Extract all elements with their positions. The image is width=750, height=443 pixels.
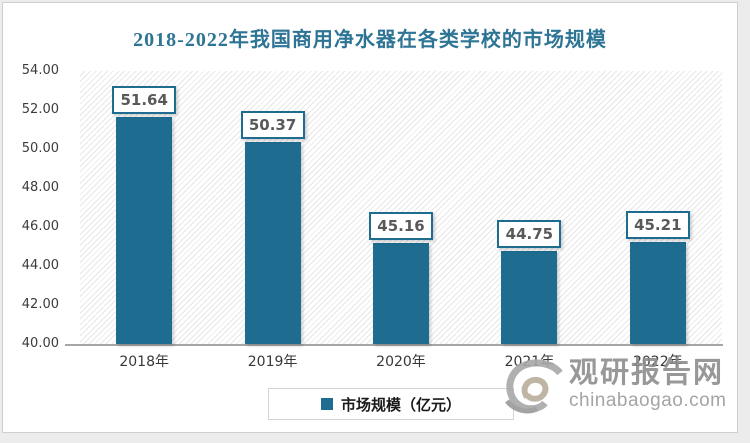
- legend: 市场规模（亿元）: [268, 388, 514, 420]
- bar: [501, 251, 558, 344]
- value-label: 51.64: [112, 86, 177, 115]
- value-label: 50.37: [240, 110, 305, 139]
- y-tick-label: 40.00: [21, 336, 59, 351]
- y-tick-label: 54.00: [21, 63, 59, 78]
- bar: [629, 242, 686, 344]
- x-tick-label: 2020年: [376, 354, 426, 370]
- x-tick-label: 2019年: [247, 354, 298, 370]
- bar: [116, 117, 173, 344]
- chart-card: 2018-2022年我国商用净水器在各类学校的市场规模 54.00 52.00 50…: [2, 2, 738, 433]
- x-axis-line: [65, 344, 723, 346]
- y-tick-label: 52.00: [21, 102, 59, 117]
- legend-label: 市场规模（亿元）: [340, 396, 461, 414]
- y-tick-label: 46.00: [21, 219, 59, 234]
- value-label: 45.16: [369, 212, 433, 241]
- x-tick-label: 2018年: [119, 354, 169, 370]
- watermark-domain: chinabaogao.com: [569, 390, 727, 411]
- x-tick-label: 2021年: [504, 354, 555, 370]
- bar: [244, 141, 301, 344]
- chart-title: 2018-2022年我国商用净水器在各类学校的市场规模: [133, 29, 607, 51]
- y-tick-label: 42.00: [21, 297, 59, 312]
- value-label: 45.21: [625, 211, 690, 240]
- y-tick-label: 44.00: [21, 258, 59, 273]
- bar: [373, 243, 429, 344]
- x-tick-label: 2022年: [632, 354, 683, 370]
- y-tick-label: 50.00: [21, 141, 59, 156]
- legend-marker: [320, 398, 333, 410]
- y-tick-label: 48.00: [21, 180, 59, 195]
- value-label: 44.75: [497, 220, 562, 249]
